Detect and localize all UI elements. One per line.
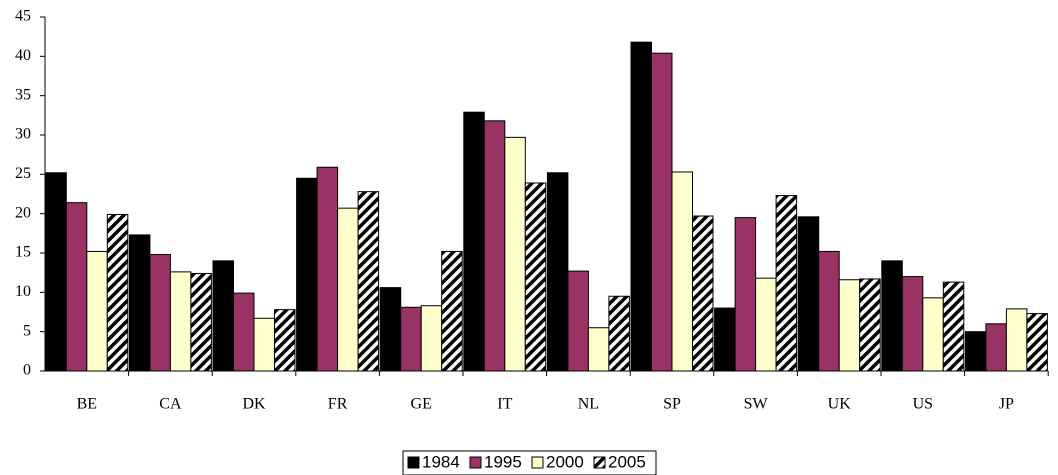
- bar: [149, 254, 171, 372]
- bar: [1005, 308, 1028, 372]
- x-tick-label: FR: [328, 396, 348, 413]
- legend-label: 2000: [546, 452, 584, 471]
- bar: [922, 297, 944, 372]
- x-tick-label: SP: [663, 396, 681, 413]
- x-tick-label: SW: [744, 396, 769, 413]
- y-tick-label: 30: [15, 126, 31, 143]
- bar: [714, 307, 736, 372]
- legend-label: 1984: [422, 452, 460, 471]
- bar: [630, 41, 652, 372]
- x-tick-label: JP: [999, 396, 1014, 413]
- bar: [274, 309, 296, 372]
- bar: [128, 234, 151, 372]
- bar: [901, 276, 924, 372]
- bar: [441, 250, 463, 372]
- x-tick-label: UK: [828, 396, 852, 413]
- bar: [838, 279, 861, 372]
- bar: [546, 172, 569, 372]
- bar: [671, 171, 693, 372]
- bar: [253, 317, 275, 372]
- bar: [755, 277, 777, 372]
- bar: [524, 182, 547, 372]
- y-tick-label: 10: [15, 283, 31, 300]
- bar: [797, 216, 820, 372]
- bar: [734, 217, 757, 372]
- y-tick-label: 5: [23, 322, 31, 339]
- x-tick-label: DK: [242, 396, 266, 413]
- legend-label: 1995: [484, 452, 522, 471]
- bar: [86, 250, 108, 372]
- bar: [106, 213, 129, 372]
- legend-swatch: [531, 456, 544, 469]
- bar: [400, 306, 422, 372]
- bar: [881, 260, 903, 372]
- bar: [985, 323, 1007, 372]
- bar: [964, 331, 987, 372]
- bar: [942, 281, 965, 372]
- bar: [420, 305, 443, 372]
- legend-swatch: [593, 456, 606, 469]
- legend-swatch: [469, 456, 482, 469]
- bar: [337, 207, 359, 372]
- legend-label: 2005: [608, 452, 646, 471]
- y-tick-label: 25: [15, 165, 31, 182]
- x-tick-label: IT: [497, 396, 512, 413]
- bar: [692, 215, 714, 372]
- legend-box: [402, 450, 657, 475]
- x-tick-label: BE: [77, 396, 97, 413]
- bar: [169, 271, 192, 372]
- y-tick-label: 35: [15, 86, 31, 103]
- bar: [379, 287, 402, 372]
- bar: [818, 250, 840, 372]
- y-tick-label: 0: [23, 362, 31, 379]
- bar: [212, 260, 234, 372]
- bar: [608, 295, 630, 372]
- bar: [316, 166, 339, 372]
- bar: [65, 202, 88, 372]
- bar: [483, 120, 506, 372]
- bar: [357, 191, 380, 372]
- bar: [233, 292, 255, 372]
- bar: [587, 327, 610, 372]
- bar: [45, 172, 67, 372]
- x-tick-label: US: [913, 396, 933, 413]
- y-tick-label: 40: [15, 47, 31, 64]
- bar: [859, 278, 881, 372]
- x-tick-label: NL: [578, 396, 599, 413]
- bar: [1026, 313, 1048, 372]
- bar: [190, 272, 212, 372]
- legend-swatch: [407, 456, 420, 469]
- x-tick-label: CA: [159, 396, 182, 413]
- bar: [651, 52, 673, 372]
- x-tick-label: GE: [411, 396, 432, 413]
- bar: [463, 111, 485, 372]
- bar: [775, 195, 798, 372]
- y-tick-label: 15: [15, 244, 31, 261]
- y-tick-label: 45: [15, 8, 31, 25]
- bar: [567, 270, 589, 372]
- bar: [504, 136, 526, 372]
- bar: [296, 177, 318, 372]
- y-tick-label: 20: [15, 204, 31, 221]
